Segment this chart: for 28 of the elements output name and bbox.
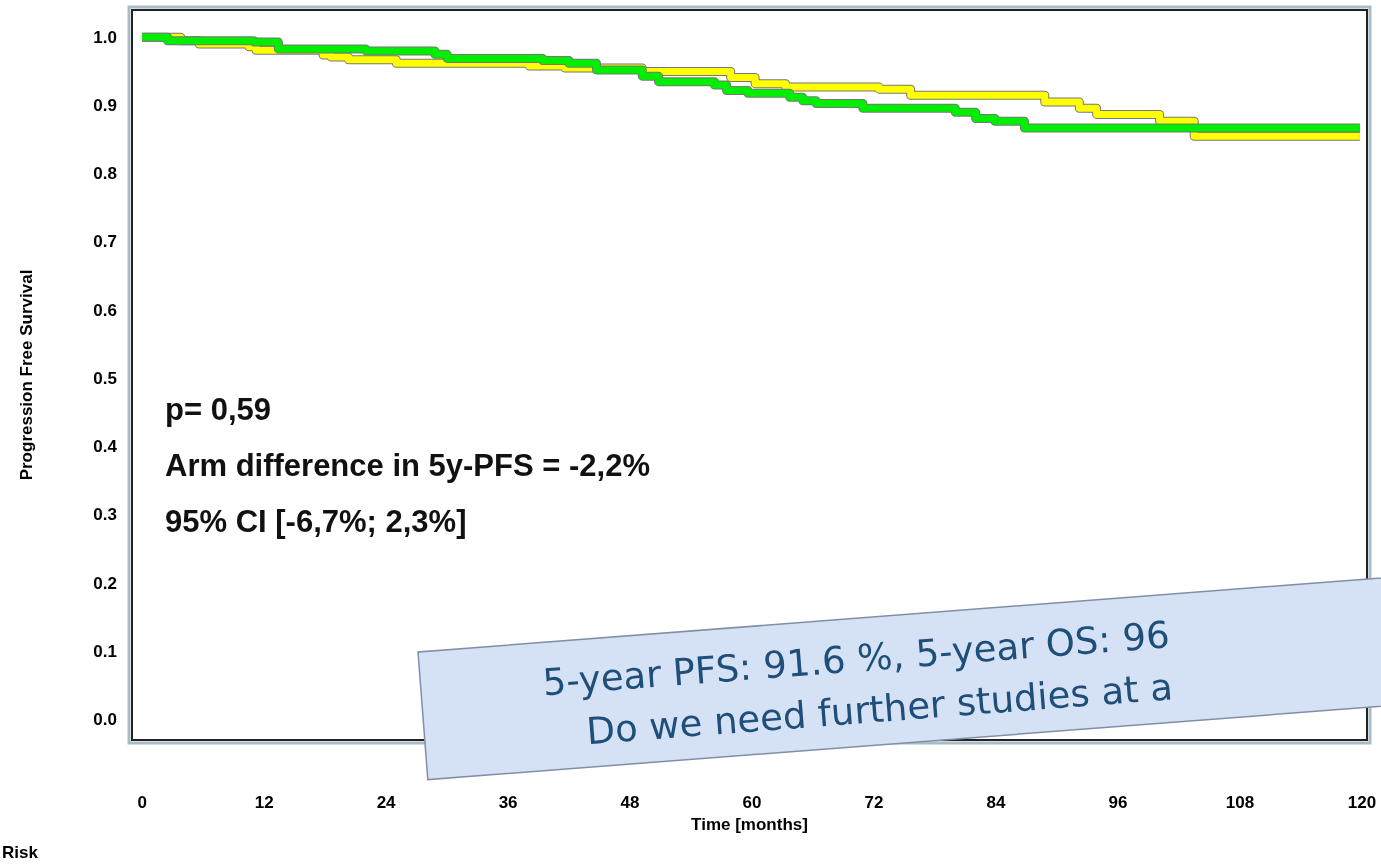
y-axis-title: Progression Free Survival <box>16 269 36 481</box>
y-tick-label: 0.1 <box>93 641 117 661</box>
x-tick-label: 96 <box>1108 792 1128 812</box>
y-tick-label: 0.7 <box>93 232 117 252</box>
y-tick-label: 0.8 <box>93 164 117 184</box>
annotation: 95% CI [-6,7%; 2,3%] <box>165 504 467 539</box>
x-tick-label: 0 <box>137 792 147 812</box>
x-tick-label: 36 <box>498 792 518 812</box>
y-tick-label: 0.3 <box>93 505 117 525</box>
x-tick-label: 84 <box>986 792 1006 812</box>
x-tick-label: 72 <box>864 792 884 812</box>
y-tick-label: 0.5 <box>93 368 117 388</box>
x-tick-label: 24 <box>376 792 397 812</box>
x-tick-label: 12 <box>254 792 274 812</box>
annotation: Arm difference in 5y-PFS = -2,2% <box>165 448 650 483</box>
x-axis-title: Time [months] <box>691 815 808 834</box>
y-tick-label: 0.4 <box>93 437 118 457</box>
y-tick-label: 0.0 <box>93 710 117 730</box>
y-tick-label: 0.9 <box>93 96 117 116</box>
x-tick-label: 48 <box>620 792 640 812</box>
annotation: p= 0,59 <box>165 392 271 427</box>
y-tick-label: 0.2 <box>93 573 117 593</box>
x-tick-label: 108 <box>1225 792 1255 812</box>
text: Risk <box>2 843 39 862</box>
y-tick-label: 1.0 <box>93 27 117 47</box>
x-tick-label: 120 <box>1347 792 1377 812</box>
x-tick-label: 60 <box>742 792 762 812</box>
y-tick-label: 0.6 <box>93 300 117 320</box>
